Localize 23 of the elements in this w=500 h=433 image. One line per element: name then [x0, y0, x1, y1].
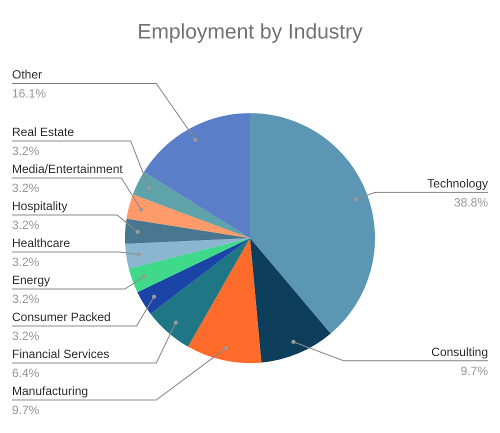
data-label: 3.2%	[12, 329, 40, 343]
data-label: 16.1%	[12, 86, 46, 100]
data-label: 38.8%	[454, 195, 488, 210]
data-label: 3.2%	[12, 292, 40, 306]
slice-label: Healthcare	[12, 236, 70, 250]
data-label: 3.2%	[12, 255, 40, 269]
data-label: 6.4%	[12, 366, 40, 380]
slice-label: Technology	[427, 176, 488, 190]
data-label: 3.2%	[12, 144, 40, 158]
chart-title: Employment by Industry	[137, 20, 364, 44]
slice-label: Manufacturing	[12, 384, 88, 398]
slice-label: Consulting	[431, 344, 488, 359]
slice-label: Real Estate	[12, 125, 74, 139]
data-label: 9.7%	[12, 403, 40, 417]
slice-label: Energy	[12, 273, 50, 287]
data-label: 3.2%	[12, 218, 40, 232]
slice-label: Other	[12, 67, 42, 82]
data-label: 3.2%	[12, 181, 40, 195]
slice-label: Hospitality	[12, 199, 68, 213]
slice-label: Media/Entertainment	[12, 162, 124, 176]
slice-label: Consumer Packed	[12, 310, 111, 324]
data-label: 9.7%	[460, 364, 488, 378]
slice-label: Financial Services	[12, 347, 110, 361]
